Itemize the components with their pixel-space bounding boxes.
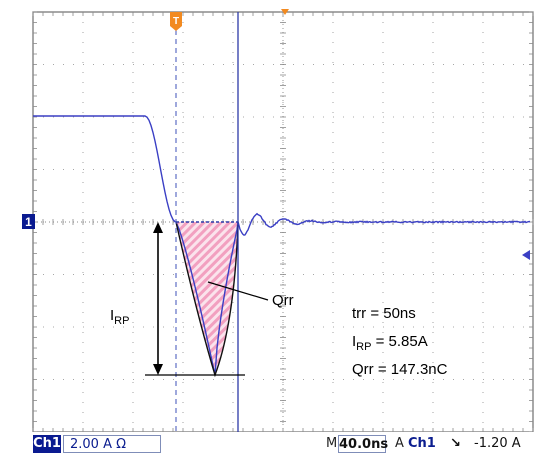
trigger-level-readout[interactable]: -1.20 A	[474, 435, 521, 453]
svg-text:T: T	[173, 16, 179, 27]
trigger-channel-label[interactable]: Ch1	[408, 435, 436, 453]
trigger-slope-icon[interactable]: ↘	[450, 435, 461, 453]
channel-1-ground-marker[interactable]: 1	[22, 214, 35, 229]
timebase-readout[interactable]: 40.0ns	[338, 435, 386, 453]
channel-1-label[interactable]: Ch1	[33, 435, 61, 453]
svg-text:1: 1	[25, 215, 32, 229]
trigger-type-label: A	[395, 435, 404, 453]
trr-value: trr = 50ns	[352, 305, 416, 322]
vertical-scale-readout[interactable]: 2.00 A Ω	[63, 435, 161, 453]
timebase-mode-label: M	[326, 435, 337, 453]
status-bar: Ch1 2.00 A Ω M 40.0ns A Ch1 ↘ -1.20 A	[0, 432, 540, 457]
qrr-label: Qrr	[272, 292, 294, 309]
qrr-value: Qrr = 147.3nC	[352, 361, 448, 378]
